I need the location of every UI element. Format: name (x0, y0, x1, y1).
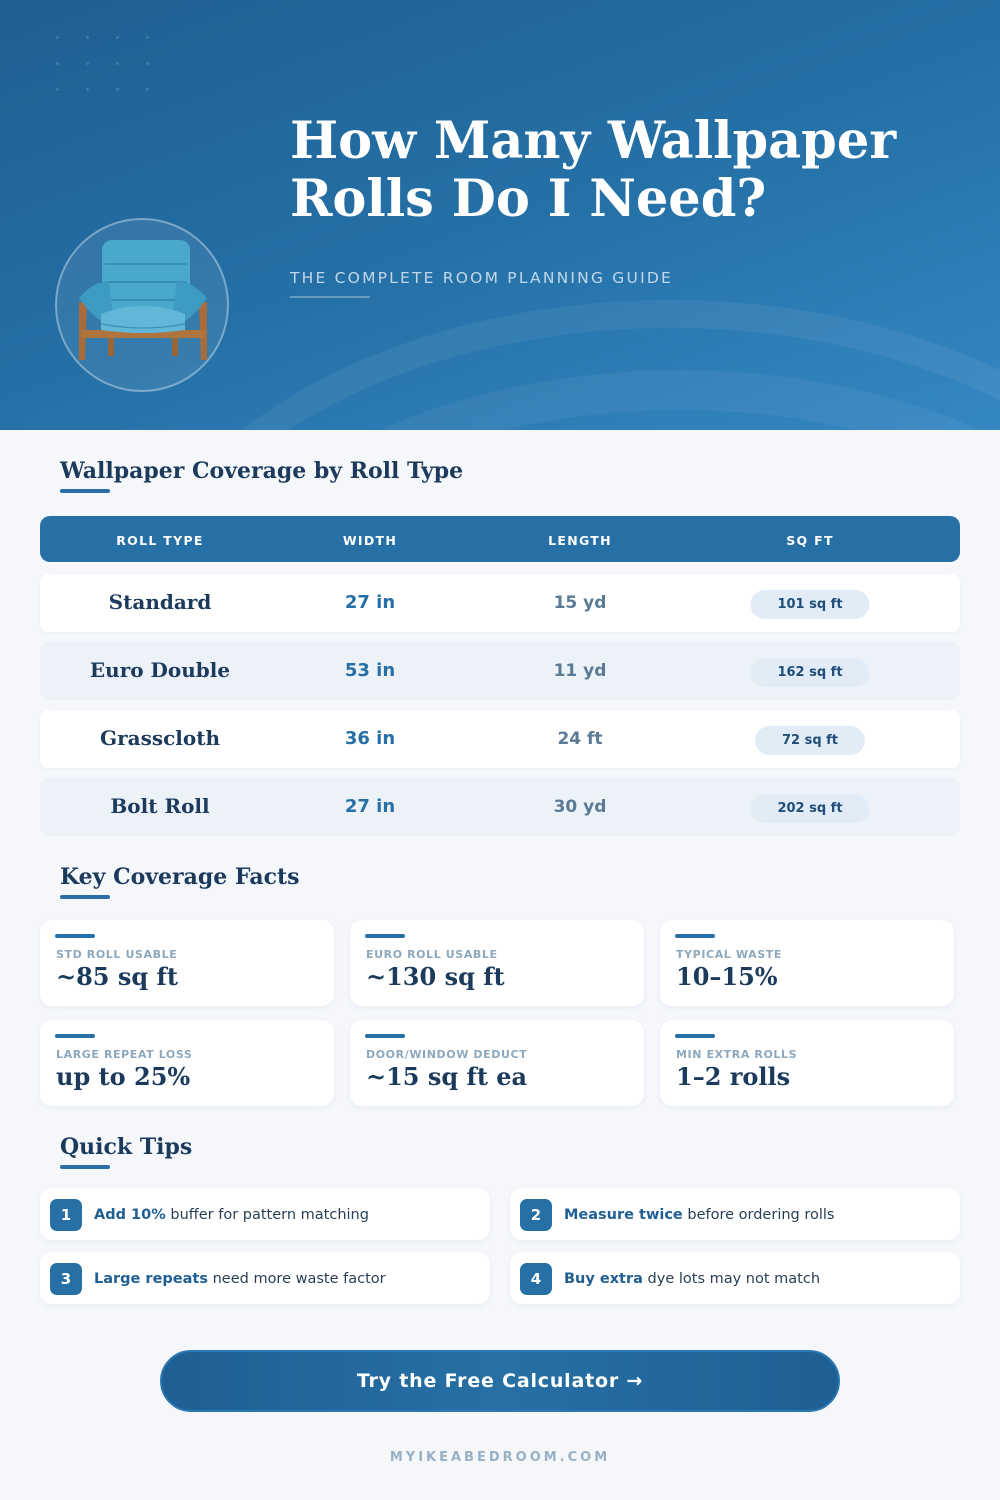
card-accent-bar (365, 1034, 405, 1038)
fact-value: 1–2 rolls (676, 1062, 791, 1091)
tip-number-badge: 3 (50, 1263, 82, 1295)
tip-emphasis: Measure twice (564, 1207, 683, 1223)
hero-banner: How Many Wallpaper Rolls Do I Need? THE … (0, 0, 1000, 430)
roll-width: 53 in (344, 660, 396, 681)
fact-label: EURO ROLL USABLE (366, 948, 498, 961)
tip-text: Large repeats need more waste factor (94, 1271, 386, 1287)
tip-text: Measure twice before ordering rolls (564, 1207, 834, 1223)
roll-type: Grasscloth (100, 726, 220, 750)
fact-value: up to 25% (56, 1062, 191, 1091)
armchair-image (55, 218, 229, 392)
fact-value: ~15 sq ft ea (366, 1062, 528, 1091)
tip-card: 2 Measure twice before ordering rolls (510, 1188, 960, 1240)
column-header-width: WIDTH (342, 533, 398, 548)
tip-emphasis: Buy extra (564, 1271, 643, 1287)
tip-text: Add 10% buffer for pattern matching (94, 1207, 369, 1223)
fact-card: MIN EXTRA ROLLS 1–2 rolls (660, 1020, 954, 1106)
card-accent-bar (55, 1034, 95, 1038)
section-underline (60, 1165, 110, 1169)
card-accent-bar (675, 1034, 715, 1038)
footer-site-name: MYIKEABEDROOM.COM (389, 1450, 611, 1465)
fact-card: TYPICAL WASTE 10–15% (660, 920, 954, 1006)
table-row: Standard 27 in 15 yd 101 sq ft (40, 574, 960, 632)
fact-label: STD ROLL USABLE (56, 948, 178, 961)
roll-width: 27 in (344, 796, 396, 817)
fact-card: STD ROLL USABLE ~85 sq ft (40, 920, 334, 1006)
try-calculator-button[interactable]: Try the Free Calculator → (160, 1350, 840, 1412)
fact-value: ~130 sq ft (366, 962, 505, 991)
column-header-roll-type: ROLL TYPE (116, 533, 204, 548)
subtitle: THE COMPLETE ROOM PLANNING GUIDE (290, 269, 673, 287)
card-accent-bar (55, 934, 95, 938)
tip-number-badge: 4 (520, 1263, 552, 1295)
fact-card: LARGE REPEAT LOSS up to 25% (40, 1020, 334, 1106)
table-header: ROLL TYPE WIDTH LENGTH SQ FT (40, 516, 960, 562)
table-row: Grasscloth 36 in 24 ft 72 sq ft (40, 710, 960, 768)
sq-ft-badge: 162 sq ft (750, 658, 870, 687)
roll-type: Bolt Roll (110, 794, 210, 818)
coverage-section-title: Wallpaper Coverage by Roll Type (60, 458, 464, 484)
tip-card: 4 Buy extra dye lots may not match (510, 1252, 960, 1304)
title-line-2: Rolls Do I Need? (290, 169, 767, 229)
table-row: Euro Double 53 in 11 yd 162 sq ft (40, 642, 960, 700)
fact-label: LARGE REPEAT LOSS (56, 1048, 193, 1061)
fact-value: ~85 sq ft (56, 962, 178, 991)
facts-section-title: Key Coverage Facts (60, 864, 300, 890)
roll-length: 24 ft (557, 729, 603, 749)
tip-body: dye lots may not match (642, 1271, 821, 1287)
fact-value: 10–15% (676, 962, 778, 991)
section-underline (60, 895, 110, 899)
armchair-icon (79, 240, 207, 360)
sq-ft-badge: 202 sq ft (750, 794, 870, 823)
fact-label: TYPICAL WASTE (676, 948, 782, 961)
tip-body: buffer for pattern matching (165, 1207, 369, 1223)
tip-body: before ordering rolls (682, 1207, 835, 1223)
tip-text: Buy extra dye lots may not match (564, 1271, 820, 1287)
fact-label: DOOR/WINDOW DEDUCT (366, 1048, 528, 1061)
tip-number-badge: 1 (50, 1199, 82, 1231)
tip-number-badge: 2 (520, 1199, 552, 1231)
sq-ft-badge: 101 sq ft (750, 590, 870, 619)
column-header-sq-ft: SQ FT (786, 533, 834, 548)
tips-section-title: Quick Tips (60, 1134, 193, 1160)
page-title: How Many Wallpaper Rolls Do I Need? (290, 112, 930, 228)
roll-length: 11 yd (553, 661, 607, 681)
roll-width: 36 in (344, 728, 396, 749)
sq-ft-badge: 72 sq ft (754, 726, 866, 755)
decorative-dot-grid (56, 36, 156, 96)
title-line-1: How Many Wallpaper (290, 111, 897, 171)
roll-length: 30 yd (553, 797, 607, 817)
tip-emphasis: Add 10% (94, 1207, 166, 1223)
fact-label: MIN EXTRA ROLLS (676, 1048, 798, 1061)
roll-width: 27 in (344, 592, 396, 613)
tip-card: 3 Large repeats need more waste factor (40, 1252, 490, 1304)
roll-type: Euro Double (89, 658, 231, 682)
tip-card: 1 Add 10% buffer for pattern matching (40, 1188, 490, 1240)
fact-card: DOOR/WINDOW DEDUCT ~15 sq ft ea (350, 1020, 644, 1106)
column-header-length: LENGTH (548, 533, 612, 548)
section-underline (60, 489, 110, 493)
subtitle-underline (290, 296, 370, 298)
table-row: Bolt Roll 27 in 30 yd 202 sq ft (40, 778, 960, 836)
roll-length: 15 yd (553, 593, 607, 613)
card-accent-bar (365, 934, 405, 938)
card-accent-bar (675, 934, 715, 938)
tip-emphasis: Large repeats (94, 1271, 208, 1287)
fact-card: EURO ROLL USABLE ~130 sq ft (350, 920, 644, 1006)
roll-type: Standard (108, 590, 212, 614)
tip-body: need more waste factor (207, 1271, 386, 1287)
